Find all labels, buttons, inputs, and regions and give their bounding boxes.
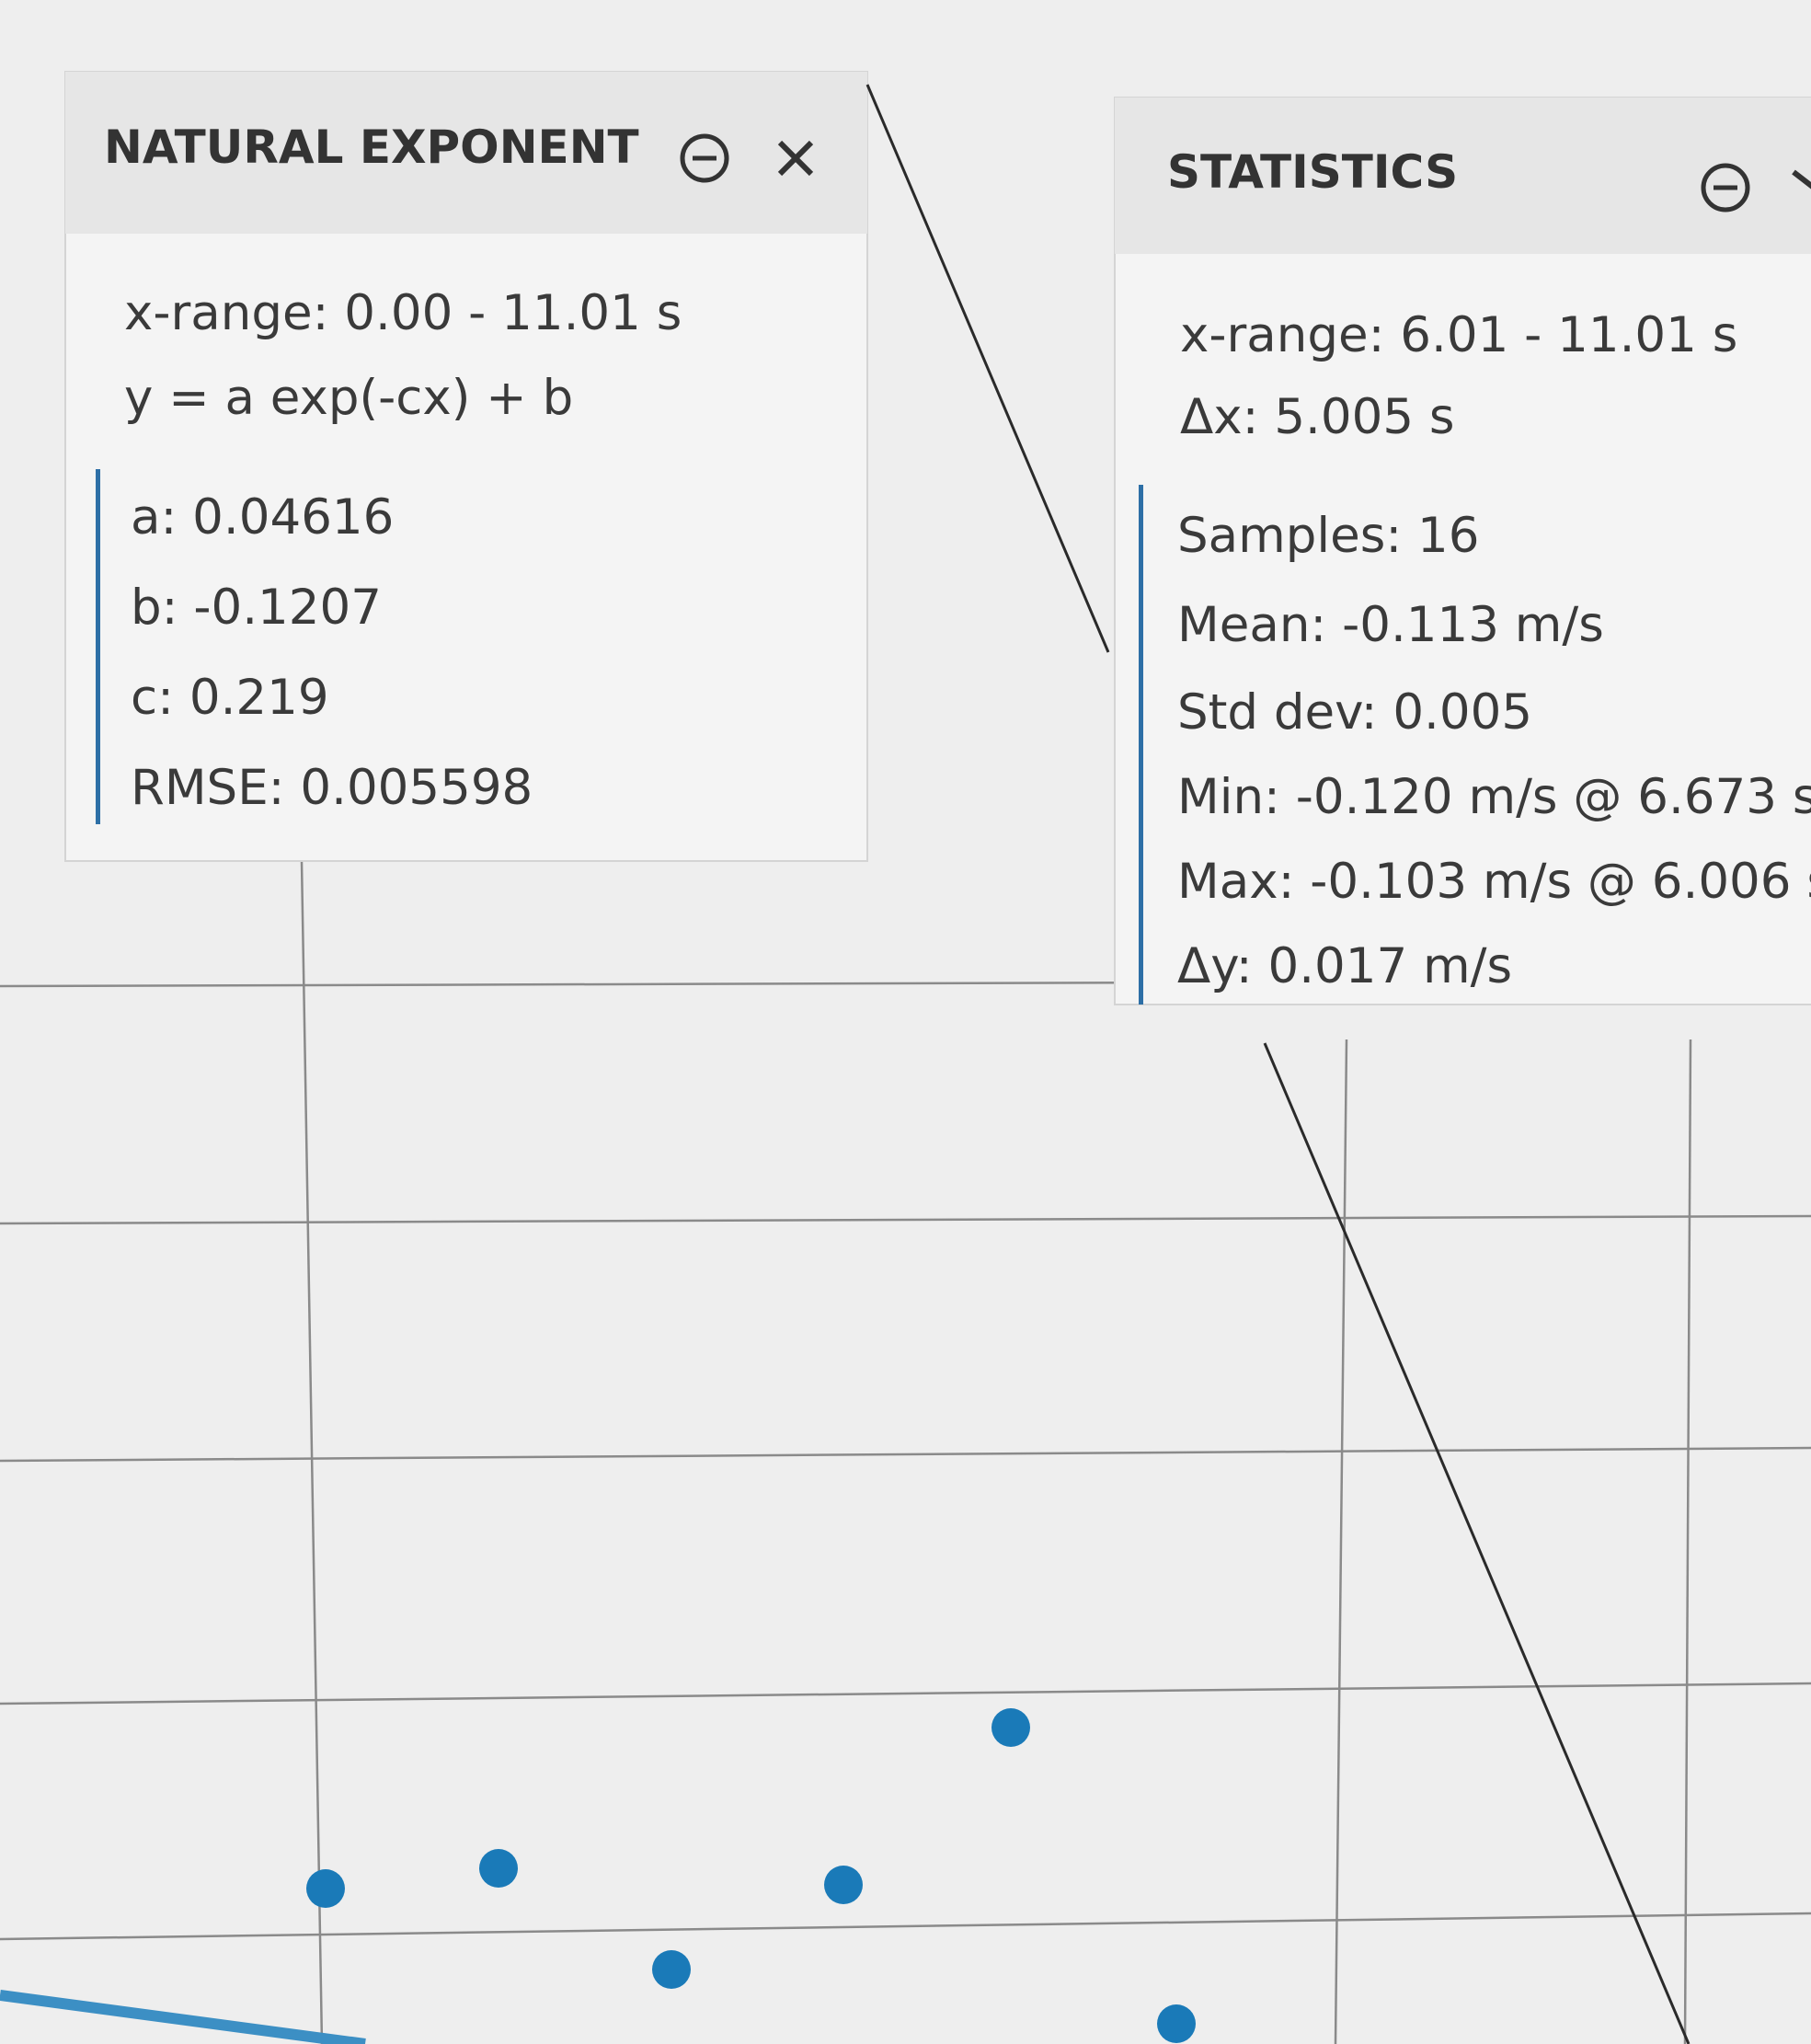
- stat-line: Max: -0.103 m/s @ 6.006 s: [1177, 854, 1811, 910]
- stat-line: c: 0.219: [131, 670, 329, 726]
- grid-line: [0, 1214, 1811, 1225]
- statistics-panel: STATISTICS x-range: 6.01 - 11.01 s Δx: 5…: [1114, 97, 1811, 1005]
- range-line: x-range: 0.00 - 11.01 s: [124, 285, 682, 341]
- stat-line: a: 0.04616: [131, 489, 394, 545]
- grid-line: [1334, 1039, 1348, 2044]
- range-line: Δx: 5.005 s: [1180, 389, 1455, 445]
- data-point: [1157, 2004, 1196, 2043]
- stat-line: Mean: -0.113 m/s: [1177, 597, 1604, 653]
- data-point: [479, 1849, 518, 1888]
- data-point: [991, 1708, 1030, 1747]
- grid-line: [300, 860, 324, 2044]
- fit-curve: [0, 1990, 366, 2044]
- minimize-button[interactable]: [680, 133, 729, 183]
- grid-line: [1683, 1039, 1692, 2044]
- stat-line: RMSE: 0.005598: [131, 760, 533, 816]
- range-line: y = a exp(-cx) + b: [124, 370, 573, 426]
- close-button[interactable]: [777, 140, 814, 177]
- data-point: [652, 1950, 691, 1989]
- range-line: x-range: 6.01 - 11.01 s: [1180, 307, 1737, 363]
- grid-line: [0, 1446, 1811, 1463]
- reference-line: [1263, 1042, 1691, 2044]
- data-points: [306, 1708, 1196, 2043]
- accent-bar: [1139, 485, 1143, 1005]
- stat-line: Samples: 16: [1177, 508, 1479, 564]
- data-point: [824, 1866, 863, 1904]
- close-button[interactable]: [1792, 169, 1811, 189]
- panel-title: STATISTICS: [1167, 145, 1458, 199]
- panel-header: [65, 72, 867, 234]
- stat-line: Min: -0.120 m/s @ 6.673 s: [1177, 769, 1811, 825]
- grid-line: [0, 1912, 1811, 1941]
- reference-line: [865, 84, 1110, 653]
- stat-line: b: -0.1207: [131, 580, 382, 636]
- minimize-button[interactable]: [1701, 163, 1750, 212]
- grid: [0, 860, 1811, 2044]
- stat-line: Δy: 0.017 m/s: [1177, 938, 1512, 994]
- grid-line: [0, 1682, 1811, 1705]
- fit-panel: NATURAL EXPONENT x-range: 0.00 - 11.01 s…: [64, 71, 868, 862]
- accent-bar: [96, 469, 100, 824]
- panel-header: [1115, 98, 1811, 254]
- panel-title: NATURAL EXPONENT: [104, 121, 639, 174]
- data-point: [306, 1869, 345, 1908]
- stat-line: Std dev: 0.005: [1177, 684, 1532, 741]
